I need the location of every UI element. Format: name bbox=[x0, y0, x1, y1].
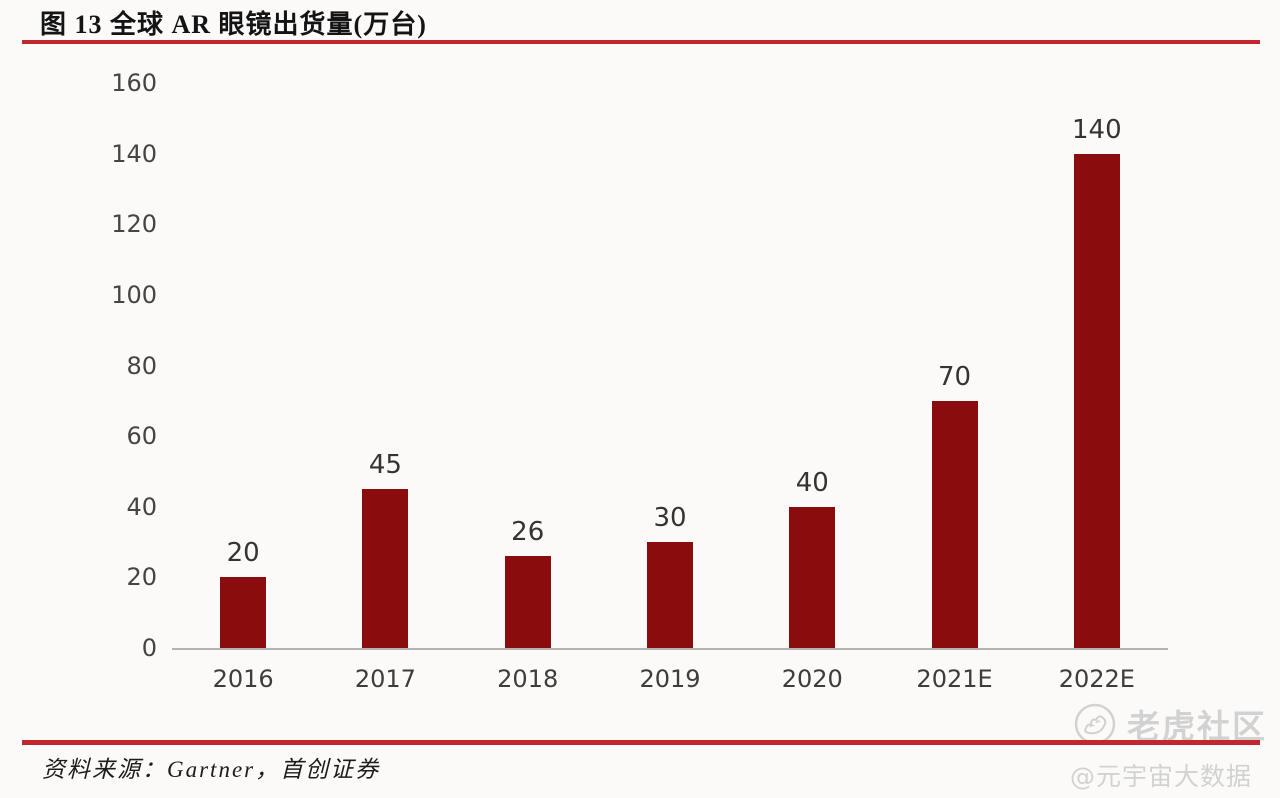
bar-value-label: 20 bbox=[226, 538, 260, 568]
bar-value-label: 45 bbox=[368, 450, 402, 480]
y-axis-label: 80 bbox=[126, 352, 157, 380]
x-axis-label: 2022E bbox=[1058, 665, 1135, 693]
bar bbox=[504, 556, 551, 648]
bar-column: 70 bbox=[883, 83, 1025, 648]
bar bbox=[220, 577, 267, 648]
y-axis-label: 120 bbox=[111, 210, 157, 238]
bar-value-label: 26 bbox=[511, 517, 545, 547]
bar bbox=[931, 401, 978, 648]
x-axis-line bbox=[172, 648, 1168, 650]
y-axis: 0 20 40 60 80 100 120 140 160 bbox=[0, 69, 157, 662]
bar-column: 20 bbox=[172, 83, 314, 648]
y-axis-label: 60 bbox=[126, 422, 157, 450]
y-axis-label: 40 bbox=[126, 493, 157, 521]
bar-value-label: 70 bbox=[938, 362, 972, 392]
bar-value-label: 30 bbox=[653, 503, 687, 533]
bar bbox=[362, 489, 409, 648]
plot-area: 20 45 26 30 40 70 140 bbox=[172, 83, 1168, 648]
x-axis-label: 2018 bbox=[497, 665, 559, 693]
top-accent-rule bbox=[22, 40, 1260, 44]
watermark-community-label: 老虎社区 bbox=[1127, 707, 1267, 746]
bar-column: 30 bbox=[599, 83, 741, 648]
y-axis-label: 100 bbox=[111, 281, 157, 309]
bar-column: 45 bbox=[314, 83, 456, 648]
watermark: 老虎社区 bbox=[1073, 700, 1267, 748]
bottom-accent-rule bbox=[22, 740, 1260, 745]
y-axis-label: 140 bbox=[111, 140, 157, 168]
y-axis-label: 0 bbox=[141, 634, 157, 662]
bar-column: 140 bbox=[1026, 83, 1168, 648]
bar-column: 40 bbox=[741, 83, 883, 648]
x-axis-label: 2017 bbox=[354, 665, 416, 693]
y-axis-label: 20 bbox=[126, 563, 157, 591]
watermark-handle: @元宇宙大数据 bbox=[1069, 762, 1252, 791]
bar bbox=[1073, 154, 1120, 648]
bar bbox=[789, 507, 836, 648]
bar bbox=[646, 542, 693, 648]
x-axis: 2016 2017 2018 2019 2020 2021E 2022E bbox=[172, 663, 1168, 695]
x-axis-label: 2016 bbox=[212, 665, 274, 693]
bar-value-label: 140 bbox=[1072, 115, 1122, 145]
x-axis-label: 2019 bbox=[639, 665, 701, 693]
figure-title: 图 13 全球 AR 眼镜出货量(万台) bbox=[40, 10, 427, 39]
source-note: 资料来源：Gartner，首创证券 bbox=[42, 757, 381, 782]
x-axis-label: 2021E bbox=[916, 665, 993, 693]
bar-column: 26 bbox=[457, 83, 599, 648]
y-axis-label: 160 bbox=[111, 69, 157, 97]
bar-value-label: 40 bbox=[795, 468, 829, 498]
x-axis-label: 2020 bbox=[781, 665, 843, 693]
